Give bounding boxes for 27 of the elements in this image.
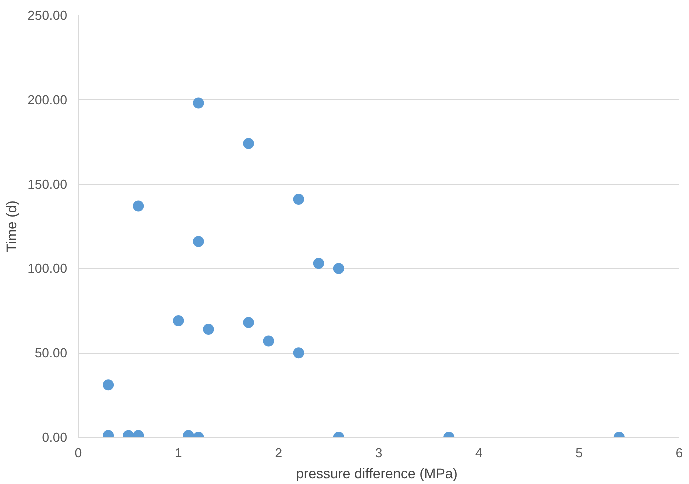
x-tick-label: 3 [375,446,383,460]
point [293,194,304,205]
point [193,98,204,109]
point [203,324,214,335]
y-tick-label: 150.00 [28,176,68,192]
x-tick-label: 2 [275,446,282,460]
point [133,200,144,212]
point [293,348,304,359]
x-axis-title: pressure difference (MPa) [296,466,458,482]
point [333,263,344,274]
point [263,336,274,347]
x-tick-label: 4 [476,446,483,460]
point [313,258,324,270]
x-tick-label: 1 [175,446,182,460]
point [243,317,254,328]
point [243,138,254,150]
x-tick-label: 6 [676,446,684,460]
x-tick-label: 5 [576,446,583,460]
y-tick-label: 250.00 [28,8,68,23]
point [173,316,184,327]
y-tick-label: 50.00 [34,346,68,361]
y-axis-title: Time (d) [4,200,20,252]
x-tick-label: 0 [74,446,82,460]
y-tick-label: 200.00 [28,92,68,108]
point [193,236,204,248]
y-tick-label: 0.00 [42,430,68,445]
y-tick-label: 100.00 [28,261,68,276]
